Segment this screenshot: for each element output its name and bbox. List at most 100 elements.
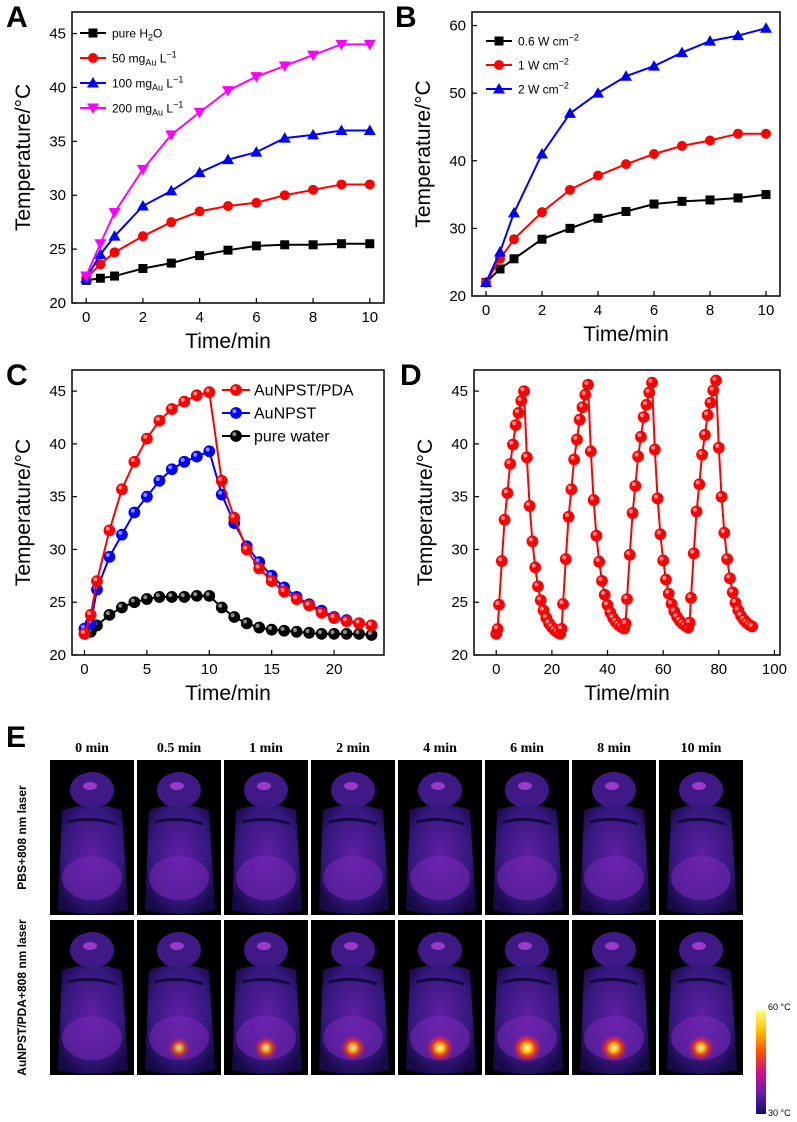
data-point <box>651 492 664 505</box>
y-tick-label: 30 <box>49 187 66 204</box>
data-point-highlight <box>512 421 517 426</box>
data-point <box>116 528 128 541</box>
y-tick-label: 30 <box>49 541 66 558</box>
y-tick-label: 40 <box>49 436 66 453</box>
data-point <box>178 395 191 408</box>
data-point-highlight <box>704 411 709 416</box>
series-1 <box>81 179 375 284</box>
data-point-highlight <box>367 631 372 636</box>
data-point-highlight <box>118 603 123 608</box>
data-point-highlight <box>168 593 173 598</box>
data-point-highlight <box>690 549 695 554</box>
x-tick-label: 8 <box>706 302 714 319</box>
data-point <box>363 124 376 136</box>
mouse-head <box>331 772 375 808</box>
data-point-highlight <box>218 490 223 495</box>
data-point-highlight <box>168 465 173 470</box>
data-point-highlight <box>280 626 285 631</box>
x-tick-label: 0 <box>80 661 88 678</box>
data-point-highlight <box>670 607 675 612</box>
data-point-highlight <box>293 595 298 600</box>
data-point <box>165 403 178 415</box>
data-point <box>308 240 318 250</box>
mouse-ear <box>605 942 619 950</box>
data-point <box>660 573 672 586</box>
mouse-ear <box>431 942 445 950</box>
data-point <box>635 430 647 443</box>
legend-swatch-marker <box>87 103 99 114</box>
data-point <box>571 433 583 446</box>
data-point <box>590 529 603 542</box>
y-axis-label: Temperature/°C <box>414 439 437 586</box>
data-point-highlight <box>501 515 505 520</box>
data-point-highlight <box>93 577 98 582</box>
data-point-highlight <box>578 403 583 408</box>
data-point-highlight <box>130 508 135 513</box>
data-point <box>746 620 759 633</box>
data-point <box>579 388 592 401</box>
mouse-ear <box>344 782 358 790</box>
y-tick-label: 40 <box>449 153 466 170</box>
data-point-highlight <box>717 493 722 498</box>
data-point <box>290 625 303 638</box>
data-point <box>705 195 715 205</box>
series-line <box>85 183 370 279</box>
legend: AuNPST/PDA AuNPST pure water <box>222 383 354 446</box>
tumor-hotspot <box>253 1035 279 1061</box>
data-point-highlight <box>268 625 273 630</box>
thermal-image <box>137 760 221 915</box>
data-point <box>761 128 771 139</box>
data-point <box>363 39 376 51</box>
legend-item: AuNPST <box>222 406 316 423</box>
mouse-ear <box>257 782 271 790</box>
data-point <box>315 606 328 619</box>
data-point <box>103 524 116 537</box>
tumor-hotspot <box>167 1036 191 1060</box>
data-point <box>336 239 346 249</box>
legend-label-sup: −2 <box>559 57 569 67</box>
data-point <box>559 553 572 566</box>
legend-label: AuNPST <box>254 406 316 423</box>
data-point <box>662 587 675 600</box>
data-point <box>290 593 303 605</box>
data-point <box>365 619 378 632</box>
data-point <box>733 193 743 203</box>
data-point-highlight <box>205 592 210 597</box>
legend-item: 50 mgAu L−1 <box>80 50 177 68</box>
data-point <box>512 407 525 419</box>
data-point-highlight <box>695 480 700 485</box>
data-point <box>336 179 347 190</box>
data-point <box>222 153 234 165</box>
data-point <box>501 487 514 499</box>
mouse-contour <box>154 817 204 826</box>
data-point <box>78 627 91 640</box>
legend-item: 2 W cm−2 <box>486 81 569 97</box>
panel-letter-a: A <box>6 1 28 34</box>
data-point <box>240 543 253 556</box>
mouse-abdomen <box>62 856 122 900</box>
time-label: 6 min <box>510 741 544 756</box>
mouse-abdomen <box>62 1016 122 1060</box>
legend-label: 1 W cm−2 <box>518 57 569 73</box>
data-point <box>340 615 353 628</box>
data-point-highlight <box>685 618 690 623</box>
y-tick-label: 20 <box>451 647 468 664</box>
data-point-highlight <box>706 398 711 403</box>
data-point <box>251 241 261 251</box>
data-point-highlight <box>712 376 717 381</box>
mouse-ear <box>257 942 271 950</box>
data-point <box>534 594 547 607</box>
data-point <box>520 451 533 464</box>
data-point-highlight <box>564 513 569 518</box>
mouse-contour <box>241 817 291 826</box>
data-point-highlight <box>642 401 647 406</box>
y-axis-label: Temperature/°C <box>412 80 435 227</box>
data-point <box>215 474 228 487</box>
legend-item: 1 W cm−2 <box>486 57 569 73</box>
thermal-image <box>659 920 743 1075</box>
data-point <box>315 627 328 640</box>
data-point <box>203 386 216 399</box>
panel-letter-d: D <box>400 359 422 392</box>
legend-item: 200 mgAu L−1 <box>80 100 183 118</box>
data-point <box>278 585 291 598</box>
